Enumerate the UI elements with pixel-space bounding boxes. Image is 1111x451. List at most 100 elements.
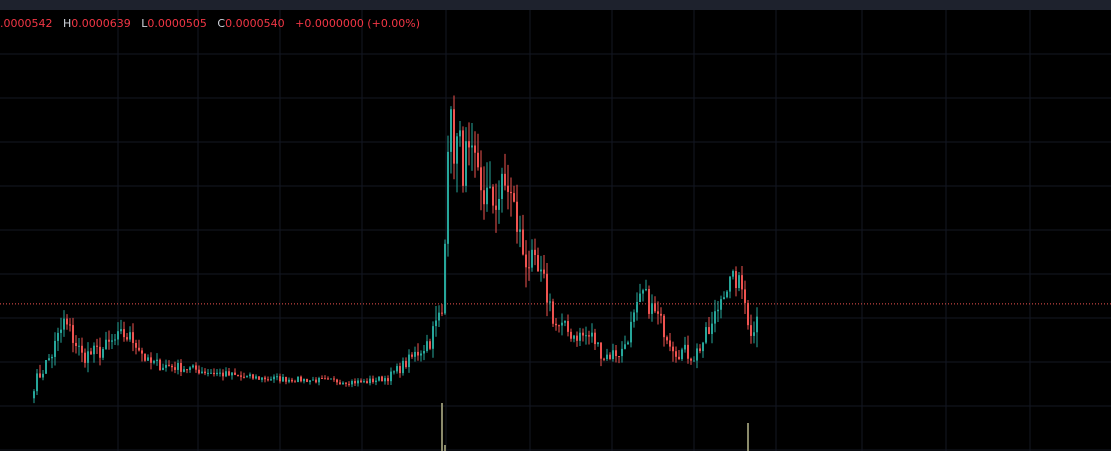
- candle: [699, 344, 701, 354]
- candle: [219, 368, 221, 377]
- candle: [174, 361, 176, 374]
- ohlc-low-key: L: [141, 17, 148, 30]
- ohlc-close-value: 0.0000540: [225, 17, 285, 30]
- candle: [735, 266, 737, 297]
- candle-body: [555, 323, 557, 326]
- candle: [453, 95, 455, 180]
- candle-body: [327, 378, 329, 380]
- candle-body: [474, 145, 476, 153]
- candle-body: [54, 340, 56, 357]
- candle: [84, 348, 86, 368]
- candle: [435, 305, 437, 337]
- candle-body: [234, 372, 236, 375]
- candle-body: [57, 332, 59, 341]
- candle-body: [711, 323, 713, 334]
- candle-body: [645, 288, 647, 291]
- candle: [519, 215, 521, 248]
- candle-body: [336, 379, 338, 383]
- candle: [294, 379, 296, 383]
- candle-body: [309, 380, 311, 382]
- candle: [402, 357, 404, 376]
- candle-body: [288, 379, 290, 382]
- candle: [72, 317, 74, 353]
- candle-body: [579, 332, 581, 341]
- candle-body: [321, 377, 323, 379]
- candle: [195, 362, 197, 373]
- candle-body: [675, 351, 677, 357]
- candle-body: [540, 269, 542, 272]
- candle-body: [642, 290, 644, 294]
- candle-body: [696, 348, 698, 361]
- candle: [165, 359, 167, 372]
- candle-body: [177, 362, 179, 370]
- candle: [186, 368, 188, 374]
- candle: [261, 377, 263, 383]
- candle-body: [318, 377, 320, 383]
- candle: [567, 314, 569, 337]
- candle: [465, 127, 467, 193]
- volume-bar: [444, 445, 446, 451]
- candle: [177, 359, 179, 375]
- candle: [516, 184, 518, 244]
- candle: [675, 346, 677, 363]
- candle: [168, 360, 170, 367]
- candle-body: [456, 136, 458, 164]
- candle-body: [450, 109, 452, 152]
- candle: [339, 379, 341, 386]
- candle: [234, 368, 236, 376]
- candle-body: [714, 311, 716, 324]
- candle: [237, 374, 239, 377]
- candle: [531, 239, 533, 272]
- candle-body: [354, 381, 356, 384]
- candle: [594, 328, 596, 350]
- candle: [450, 106, 452, 174]
- candle-body: [693, 360, 695, 362]
- candle-body: [564, 321, 566, 323]
- candle: [183, 366, 185, 373]
- candle-body: [621, 348, 623, 357]
- volume-bar: [441, 403, 443, 451]
- candle-body: [291, 379, 293, 382]
- candle: [669, 332, 671, 352]
- candle-body: [747, 302, 749, 326]
- candle: [189, 366, 191, 373]
- candle-body: [591, 332, 593, 337]
- candle-body: [372, 378, 374, 383]
- ohlc-legend: .0000542 H0.0000639 L0.0000505 C0.000054…: [0, 16, 420, 32]
- candle-body: [264, 377, 266, 380]
- candle-body: [417, 351, 419, 356]
- candle-body: [477, 152, 479, 168]
- candle-body: [216, 372, 218, 375]
- candle-body: [717, 309, 719, 312]
- candle-body: [366, 381, 368, 384]
- candle-body: [273, 376, 275, 380]
- candle: [489, 161, 491, 189]
- candle-body: [624, 344, 626, 349]
- candle: [117, 322, 119, 346]
- candle: [648, 285, 650, 319]
- candle-body: [438, 312, 440, 321]
- candle-body: [537, 255, 539, 272]
- candle: [597, 342, 599, 347]
- candle-body: [576, 335, 578, 341]
- candle: [366, 378, 368, 384]
- candle: [45, 360, 47, 374]
- candle-body: [135, 342, 137, 348]
- candle: [201, 367, 203, 374]
- candle-body: [210, 372, 212, 374]
- candle-body: [78, 345, 80, 347]
- candle-body: [744, 289, 746, 303]
- candle: [336, 378, 338, 386]
- candle-body: [381, 376, 383, 382]
- candle-body: [453, 109, 455, 164]
- candle-body: [51, 356, 53, 359]
- candle: [357, 378, 359, 387]
- candle-body: [741, 275, 743, 290]
- candle-body: [270, 379, 272, 381]
- candle: [369, 375, 371, 386]
- candle: [756, 307, 758, 348]
- candle: [87, 342, 89, 373]
- candle: [351, 379, 353, 388]
- candle-body: [486, 187, 488, 205]
